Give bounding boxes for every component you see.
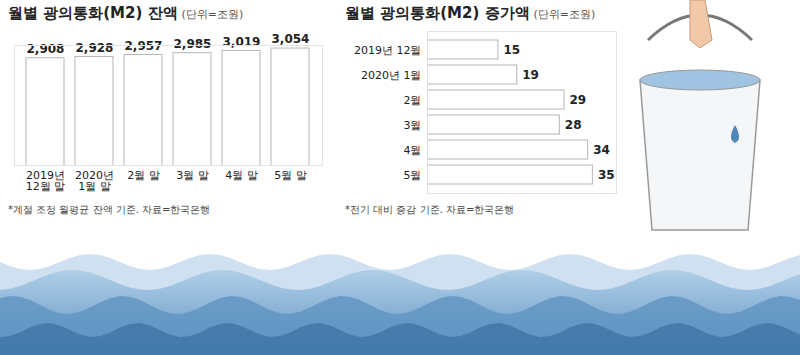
svg-text:35: 35 [598,168,615,182]
html-text:월별 광의통화(M2) 잔액 (단위=조원): 월별 광의통화(M2) 잔액 (단위=조원) [8,4,244,22]
svg-text:2,957: 2,957 [124,38,163,53]
svg-text:2,985: 2,985 [174,37,212,51]
svg-text:4월 말: 4월 말 [225,169,258,182]
svg-text:4월: 4월 [404,144,422,157]
svg-text:2월 말: 2월 말 [127,169,160,182]
svg-text:2019년12월 말: 2019년12월 말 [26,169,66,193]
svg-text:5월: 5월 [404,169,422,182]
svg-text:34: 34 [593,143,610,157]
svg-text:2019년 12월: 2019년 12월 [354,44,422,57]
svg-text:2,908: 2,908 [27,42,65,56]
svg-text:2,928: 2,928 [76,41,114,55]
svg-text:29: 29 [570,93,587,107]
html-text:*전기 대비 증감 기준. 자료=한국은행: *전기 대비 증감 기준. 자료=한국은행 [345,204,515,215]
svg-text:2020년 1월: 2020년 1월 [361,69,422,82]
svg-text:2020년1월 말: 2020년1월 말 [75,169,114,193]
html-text:월별 광의통화(M2) 증가액 (단위=조원): 월별 광의통화(M2) 증가액 (단위=조원) [345,4,596,22]
svg-text:5월 말: 5월 말 [274,169,307,182]
svg-text:2월: 2월 [404,94,422,107]
svg-text:3,019: 3,019 [223,35,261,49]
svg-text:15: 15 [503,43,520,57]
svg-text:3,054: 3,054 [272,32,310,46]
svg-text:3월 말: 3월 말 [176,169,209,182]
html-text:*계절 조정 월평균 잔액 기준. 자료=한국은행: *계절 조정 월평균 잔액 기준. 자료=한국은행 [8,204,211,215]
svg-text:19: 19 [522,68,539,82]
svg-text:3월: 3월 [404,119,422,132]
svg-text:28: 28 [565,118,582,132]
